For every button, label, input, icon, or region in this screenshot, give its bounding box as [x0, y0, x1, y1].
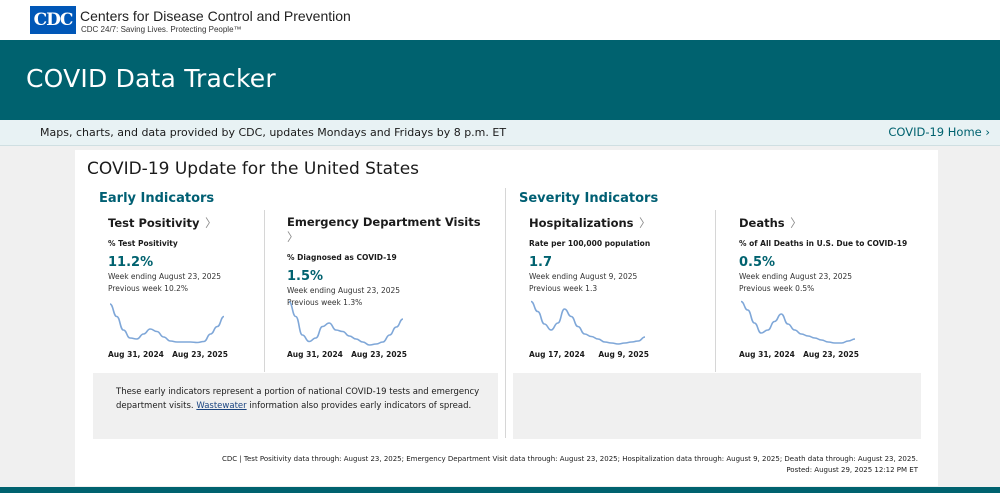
- indicator-title: Emergency Department Visits: [287, 215, 481, 229]
- indicator-hospitalizations[interactable]: Hospitalizations 〉 Rate per 100,000 popu…: [529, 215, 699, 294]
- axis-end-label: Aug 23, 2025: [351, 350, 407, 359]
- indicator-previous: Previous week 10.2%: [108, 284, 188, 293]
- indicator-deaths[interactable]: Deaths 〉 % of All Deaths in U.S. Due to …: [739, 215, 929, 294]
- indicator-previous: Previous week 0.5%: [739, 284, 815, 293]
- divider: [505, 188, 506, 438]
- chevron-right-icon: 〉: [786, 216, 802, 230]
- divider: [715, 210, 716, 372]
- bottom-bar: [0, 487, 1000, 493]
- early-indicators-title: Early Indicators: [99, 191, 215, 206]
- indicator-title-link[interactable]: Deaths 〉: [739, 215, 929, 231]
- note-text-part: These early indicators represent a porti…: [116, 387, 480, 411]
- axis-start-label: Aug 17, 2024: [529, 350, 585, 359]
- severity-indicators-note: [513, 373, 921, 439]
- chevron-right-icon: ›: [985, 125, 990, 139]
- indicator-value: 0.5%: [739, 255, 776, 270]
- indicator-title-link[interactable]: Hospitalizations 〉: [529, 215, 699, 231]
- page-title: COVID Data Tracker: [26, 64, 276, 93]
- axis-start-label: Aug 31, 2024: [287, 350, 343, 359]
- indicator-subtitle: Rate per 100,000 population: [529, 239, 651, 248]
- chevron-right-icon: 〉: [287, 230, 299, 244]
- sparkline-ed-visits: [288, 300, 404, 346]
- sparkline-path: [530, 300, 646, 345]
- sparkline-hospitalizations: [530, 300, 646, 345]
- covid-home-link[interactable]: COVID-19 Home ›: [888, 125, 990, 139]
- chevron-right-icon: 〉: [635, 216, 651, 230]
- note-text-part: information also provides early indicato…: [246, 401, 472, 411]
- sparkline-deaths: [740, 300, 856, 344]
- divider: [264, 210, 265, 372]
- cdc-logo[interactable]: CDC: [30, 6, 76, 34]
- indicator-week: Week ending August 23, 2025: [739, 272, 853, 281]
- severity-indicators-title: Severity Indicators: [519, 191, 659, 206]
- indicator-previous: Previous week 1.3: [529, 284, 598, 293]
- indicator-subtitle: % Diagnosed as COVID-19: [287, 253, 397, 262]
- indicator-ed-visits[interactable]: Emergency Department Visits 〉 % Diagnose…: [287, 215, 487, 308]
- indicator-title: Deaths: [739, 216, 785, 230]
- cdc-logo-text: CDC: [33, 10, 74, 30]
- page-banner: COVID Data Tracker: [0, 40, 1000, 120]
- org-tagline: CDC 24/7: Saving Lives. Protecting Peopl…: [81, 25, 242, 34]
- update-card: COVID-19 Update for the United States Ea…: [75, 150, 938, 486]
- note-text: These early indicators represent a porti…: [116, 385, 486, 413]
- indicator-week: Week ending August 23, 2025: [287, 286, 401, 295]
- indicator-value: 11.2%: [108, 255, 154, 270]
- indicator-test-positivity[interactable]: Test Positivity 〉 % Test Positivity 11.2…: [108, 215, 278, 294]
- sparkline-path: [109, 303, 225, 344]
- indicator-value: 1.5%: [287, 269, 324, 284]
- axis-start-label: Aug 31, 2024: [739, 350, 795, 359]
- indicator-title: Hospitalizations: [529, 216, 634, 230]
- indicator-week: Week ending August 23, 2025: [108, 272, 222, 281]
- axis-end-label: Aug 23, 2025: [803, 350, 859, 359]
- sparkline-path: [740, 300, 856, 344]
- axis-end-label: Aug 9, 2025: [598, 350, 649, 359]
- axis-start-label: Aug 31, 2024: [108, 350, 164, 359]
- data-through-text: CDC | Test Positivity data through: Augu…: [221, 455, 918, 463]
- sparkline-test-positivity: [109, 303, 225, 344]
- indicator-week: Week ending August 9, 2025: [529, 272, 638, 281]
- indicator-title-link[interactable]: Emergency Department Visits 〉: [287, 215, 487, 245]
- update-schedule-text: Maps, charts, and data provided by CDC, …: [40, 126, 507, 139]
- sub-bar: Maps, charts, and data provided by CDC, …: [0, 120, 1000, 146]
- indicator-title-link[interactable]: Test Positivity 〉: [108, 215, 278, 231]
- indicator-subtitle: % of All Deaths in U.S. Due to COVID-19: [739, 239, 908, 248]
- indicator-value: 1.7: [529, 255, 553, 270]
- axis-end-label: Aug 23, 2025: [172, 350, 228, 359]
- wastewater-link[interactable]: Wastewater: [196, 401, 247, 411]
- indicator-title: Test Positivity: [108, 216, 200, 230]
- early-indicators-note: These early indicators represent a porti…: [93, 373, 498, 439]
- sparkline-path: [288, 300, 404, 346]
- indicator-subtitle: % Test Positivity: [108, 239, 178, 248]
- indicator-previous: Previous week 1.3%: [287, 298, 363, 307]
- data-footer: CDC | Test Positivity data through: Augu…: [222, 454, 918, 476]
- chevron-right-icon: 〉: [201, 216, 217, 230]
- cdc-header: CDC Centers for Disease Control and Prev…: [0, 0, 1000, 40]
- posted-date: Posted: August 29, 2025 12:12 PM ET: [786, 466, 918, 474]
- card-title: COVID-19 Update for the United States: [87, 159, 420, 179]
- org-name[interactable]: Centers for Disease Control and Preventi…: [80, 8, 351, 24]
- covid-home-label: COVID-19 Home: [888, 125, 982, 139]
